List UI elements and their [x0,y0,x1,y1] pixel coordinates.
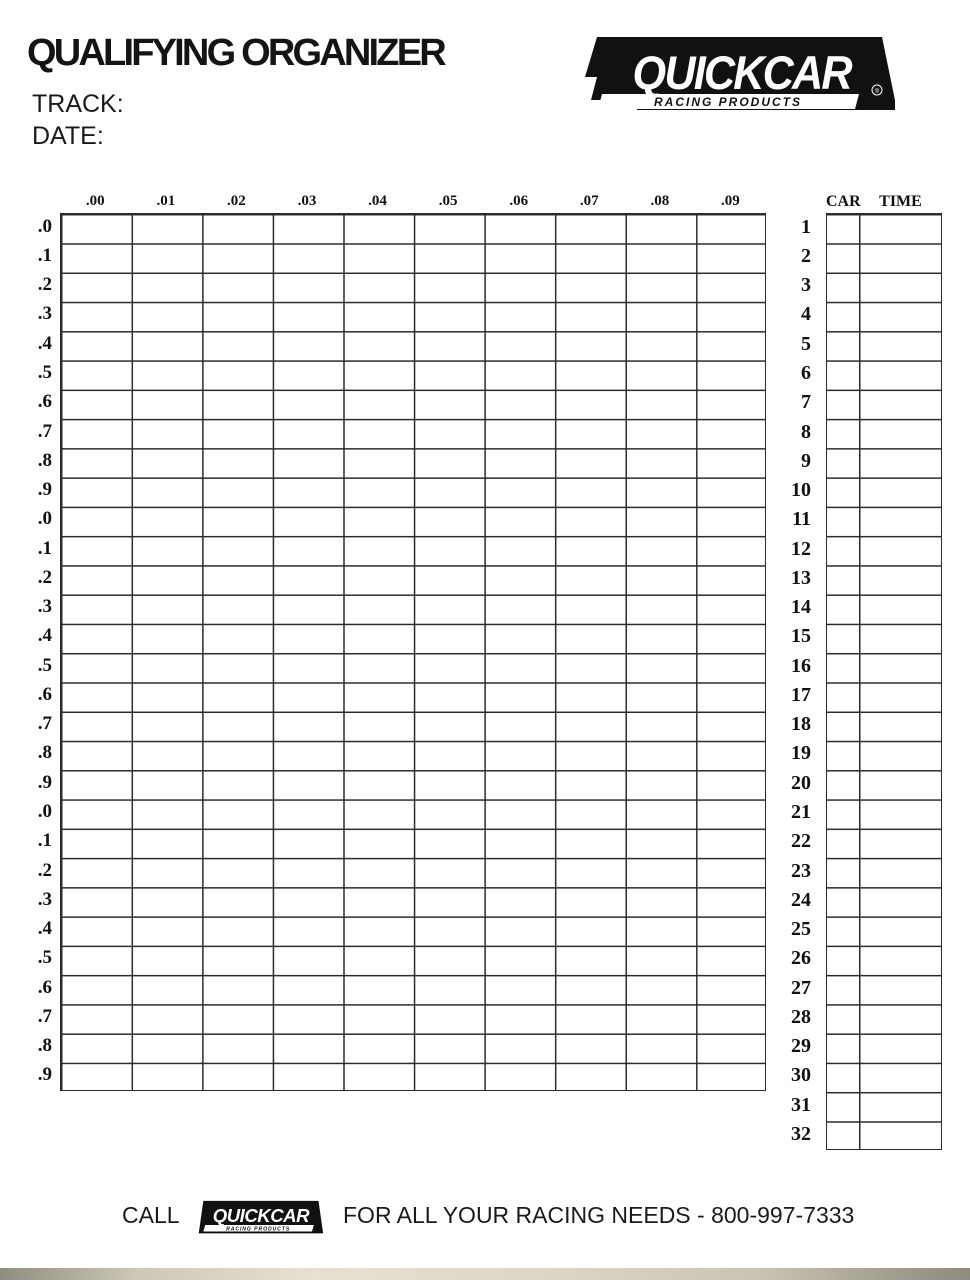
svg-text:RACING PRODUCTS: RACING PRODUCTS [654,95,802,109]
svg-text:QUICKCAR: QUICKCAR [213,1205,310,1226]
svg-text:QUICKCAR: QUICKCAR [633,46,853,99]
svg-text:RACING PRODUCTS: RACING PRODUCTS [226,1227,290,1233]
svg-text:®: ® [875,88,880,95]
